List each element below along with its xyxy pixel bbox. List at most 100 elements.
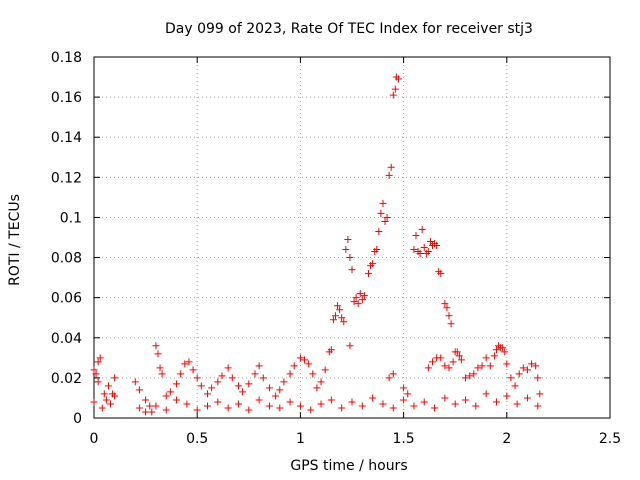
data-point: [321, 366, 329, 374]
data-point: [208, 384, 216, 392]
data-point: [90, 398, 98, 406]
data-point: [346, 342, 354, 350]
data-point: [441, 394, 449, 402]
data-point: [94, 358, 102, 366]
data-point: [501, 348, 509, 356]
data-point: [519, 364, 527, 372]
data-point: [492, 398, 500, 406]
plot-frame: [93, 56, 611, 419]
data-point: [214, 398, 222, 406]
data-point: [342, 246, 350, 254]
data-point: [276, 404, 284, 412]
data-point: [433, 242, 441, 250]
y-axis-label: ROTI / TECUs: [7, 194, 23, 286]
data-point: [389, 404, 397, 412]
data-point: [100, 390, 108, 398]
data-point: [228, 374, 236, 382]
data-point: [224, 404, 232, 412]
data-point: [466, 372, 474, 380]
data-point: [158, 370, 166, 378]
data-point: [462, 396, 470, 404]
data-point: [451, 400, 459, 408]
data-point: [507, 374, 515, 382]
data-point: [482, 390, 490, 398]
data-point: [162, 392, 170, 400]
data-point: [503, 360, 511, 368]
data-point: [437, 270, 445, 278]
data-point: [400, 396, 408, 404]
data-point: [381, 217, 389, 225]
data-point: [338, 404, 346, 412]
data-point: [265, 384, 273, 392]
data-point: [148, 408, 156, 416]
data-point: [503, 392, 511, 400]
data-point: [453, 348, 461, 356]
y-tick-label: 0.12: [51, 170, 82, 186]
data-point: [365, 270, 373, 278]
data-point: [358, 402, 366, 410]
data-point: [329, 316, 337, 324]
data-point: [197, 382, 205, 390]
data-point: [418, 225, 426, 233]
data-point: [499, 344, 507, 352]
data-point: [346, 254, 354, 262]
data-point: [245, 380, 253, 388]
data-point: [296, 402, 304, 410]
data-point: [111, 392, 119, 400]
data-point: [290, 362, 298, 370]
data-point: [338, 314, 346, 322]
data-point: [340, 318, 348, 326]
data-point: [534, 402, 542, 410]
data-point: [224, 364, 232, 372]
data-point: [234, 382, 242, 390]
data-point: [255, 362, 263, 370]
data-point: [307, 406, 315, 414]
data-point: [280, 378, 288, 386]
y-tick-label: 0.14: [51, 130, 82, 146]
data-point: [515, 370, 523, 378]
data-point: [272, 392, 280, 400]
data-point: [166, 388, 174, 396]
data-point: [428, 358, 436, 366]
x-tick-label: 2: [502, 431, 511, 447]
data-point: [152, 402, 160, 410]
data-point: [193, 374, 201, 382]
data-point: [317, 378, 325, 386]
data-point: [385, 374, 393, 382]
data-point: [177, 370, 185, 378]
data-point: [131, 378, 139, 386]
data-point: [441, 300, 449, 308]
data-point: [189, 366, 197, 374]
data-point: [162, 406, 170, 414]
data-point: [389, 370, 397, 378]
data-point: [296, 354, 304, 362]
data-point: [286, 370, 294, 378]
data-point: [183, 400, 191, 408]
data-point: [94, 378, 102, 386]
data-point: [356, 290, 364, 298]
data-point: [513, 400, 521, 408]
data-point: [327, 396, 335, 404]
data-point: [360, 292, 368, 300]
data-point: [142, 396, 150, 404]
data-point: [111, 374, 119, 382]
data-point: [181, 360, 189, 368]
data-point: [214, 378, 222, 386]
data-point: [373, 246, 381, 254]
x-tick-label: 1: [296, 431, 305, 447]
data-point: [265, 402, 273, 410]
x-tick-label: 0: [90, 431, 99, 447]
data-point: [301, 356, 309, 364]
data-point: [317, 400, 325, 408]
data-point: [536, 390, 544, 398]
data-point: [391, 85, 399, 93]
y-tick-label: 0.08: [51, 251, 82, 267]
data-point: [523, 366, 531, 374]
data-point: [474, 364, 482, 372]
data-point: [92, 370, 100, 378]
data-point: [447, 320, 455, 328]
data-point: [98, 404, 106, 412]
data-point: [173, 396, 181, 404]
data-point: [523, 394, 531, 402]
data-point: [410, 402, 418, 410]
